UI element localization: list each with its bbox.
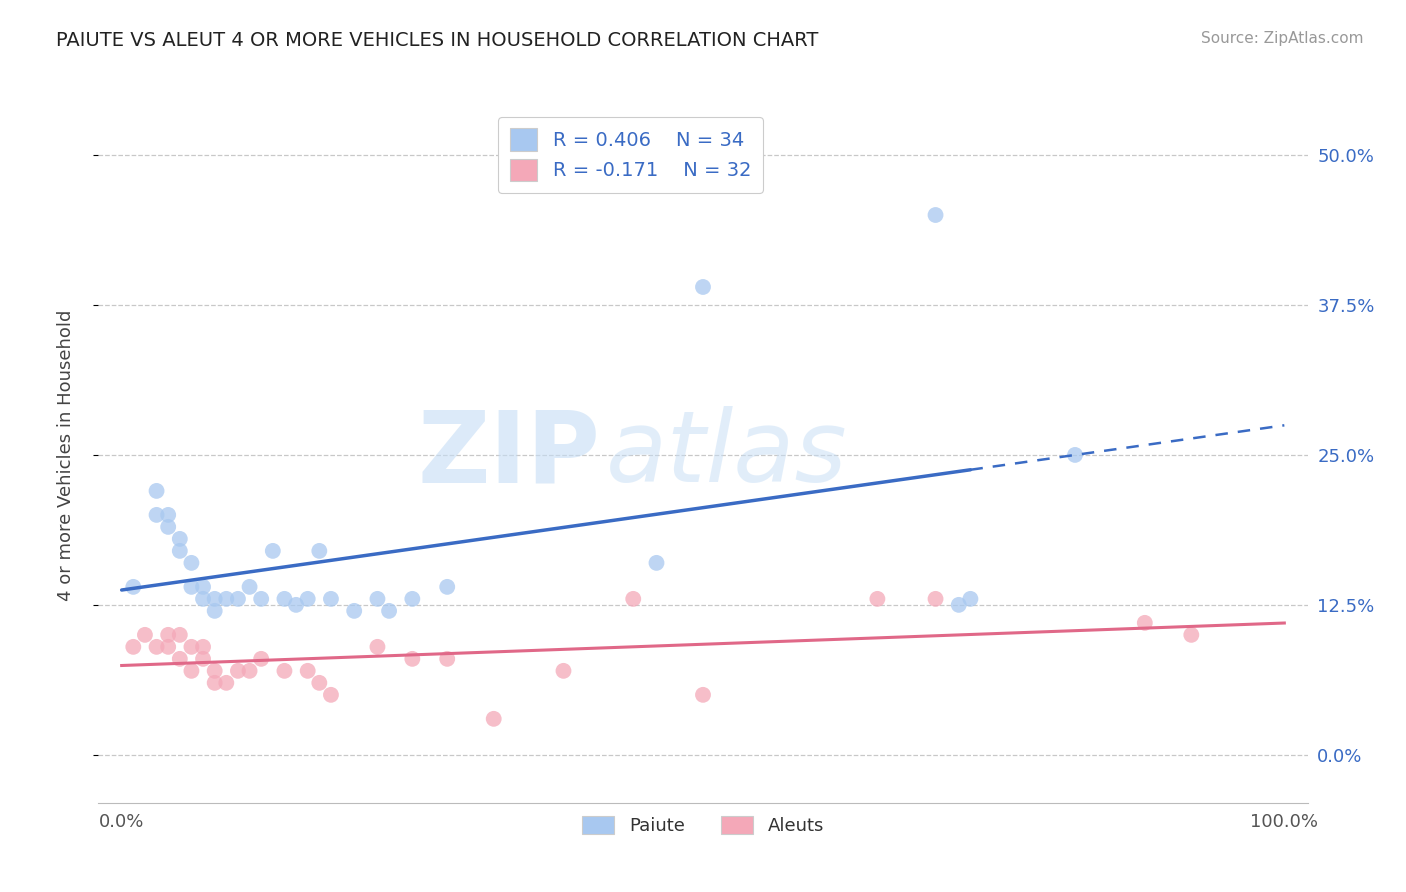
Point (204, 664, 226, 678)
Point (204, 676, 226, 690)
Point (215, 676, 238, 690)
Point (191, 652, 214, 666)
Point (215, 591, 238, 606)
Point (378, 604, 401, 618)
Point (180, 640, 202, 654)
Point (262, 544, 284, 558)
Point (145, 483, 167, 498)
Point (145, 508, 167, 522)
Point (401, 591, 423, 606)
Point (924, 591, 946, 606)
Y-axis label: 4 or more Vehicles in Household: 4 or more Vehicles in Household (56, 310, 75, 600)
Point (122, 580, 145, 594)
Point (1133, 615, 1156, 630)
Point (122, 640, 145, 654)
Point (297, 664, 319, 678)
Legend: Paiute, Aleuts: Paiute, Aleuts (575, 809, 831, 842)
Text: Source: ZipAtlas.com: Source: ZipAtlas.com (1201, 31, 1364, 46)
Point (180, 664, 202, 678)
Point (180, 580, 202, 594)
Point (250, 652, 273, 666)
Point (134, 628, 156, 642)
Point (401, 652, 423, 666)
Point (366, 640, 388, 654)
Point (366, 591, 388, 606)
Point (482, 712, 505, 726)
Point (436, 580, 458, 594)
Text: ZIP: ZIP (418, 407, 600, 503)
Point (692, 688, 714, 702)
Point (285, 598, 308, 612)
Point (157, 520, 180, 534)
Point (169, 652, 191, 666)
Point (157, 640, 180, 654)
Point (226, 664, 249, 678)
Point (191, 580, 214, 594)
Point (169, 532, 191, 546)
Point (239, 664, 262, 678)
Text: atlas: atlas (606, 407, 848, 503)
Point (308, 544, 330, 558)
Point (692, 280, 714, 294)
Point (645, 556, 668, 570)
Point (273, 664, 295, 678)
Point (959, 591, 981, 606)
Point (621, 591, 644, 606)
Point (924, 208, 946, 222)
Point (948, 598, 970, 612)
Point (1064, 448, 1087, 462)
Point (553, 664, 575, 678)
Point (250, 591, 273, 606)
Point (319, 591, 342, 606)
Point (343, 604, 366, 618)
Point (204, 591, 226, 606)
Point (191, 591, 214, 606)
Point (180, 556, 202, 570)
Point (204, 604, 226, 618)
Point (308, 676, 330, 690)
Text: PAIUTE VS ALEUT 4 OR MORE VEHICLES IN HOUSEHOLD CORRELATION CHART: PAIUTE VS ALEUT 4 OR MORE VEHICLES IN HO… (56, 31, 818, 50)
Point (297, 591, 319, 606)
Point (436, 652, 458, 666)
Point (239, 580, 262, 594)
Point (273, 591, 295, 606)
Point (226, 591, 249, 606)
Point (169, 628, 191, 642)
Point (169, 544, 191, 558)
Point (157, 508, 180, 522)
Point (191, 640, 214, 654)
Point (1180, 628, 1202, 642)
Point (319, 688, 342, 702)
Point (145, 640, 167, 654)
Point (157, 628, 180, 642)
Point (866, 591, 889, 606)
